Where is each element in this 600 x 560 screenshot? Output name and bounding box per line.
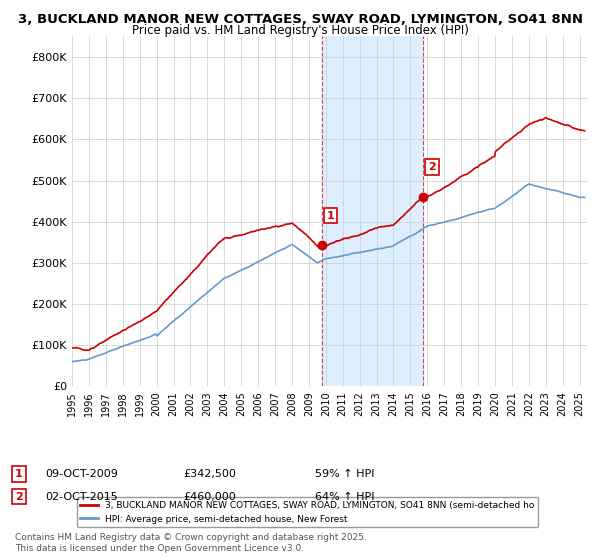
Text: 2: 2 [428, 162, 436, 172]
Text: 64% ↑ HPI: 64% ↑ HPI [315, 492, 374, 502]
Text: Price paid vs. HM Land Registry's House Price Index (HPI): Price paid vs. HM Land Registry's House … [131, 24, 469, 37]
Text: 1: 1 [327, 211, 335, 221]
Bar [322, 36, 423, 386]
Text: 1: 1 [15, 469, 23, 479]
Text: 09-OCT-2009: 09-OCT-2009 [45, 469, 118, 479]
Text: 02-OCT-2015: 02-OCT-2015 [45, 492, 118, 502]
Text: £460,000: £460,000 [183, 492, 236, 502]
Text: Contains HM Land Registry data © Crown copyright and database right 2025.
This d: Contains HM Land Registry data © Crown c… [15, 533, 367, 553]
Text: 2: 2 [15, 492, 23, 502]
Text: 3, BUCKLAND MANOR NEW COTTAGES, SWAY ROAD, LYMINGTON, SO41 8NN: 3, BUCKLAND MANOR NEW COTTAGES, SWAY ROA… [17, 13, 583, 26]
Legend: 3, BUCKLAND MANOR NEW COTTAGES, SWAY ROAD, LYMINGTON, SO41 8NN (semi-detached ho: 3, BUCKLAND MANOR NEW COTTAGES, SWAY ROA… [77, 497, 538, 527]
Text: 59% ↑ HPI: 59% ↑ HPI [315, 469, 374, 479]
Text: £342,500: £342,500 [183, 469, 236, 479]
